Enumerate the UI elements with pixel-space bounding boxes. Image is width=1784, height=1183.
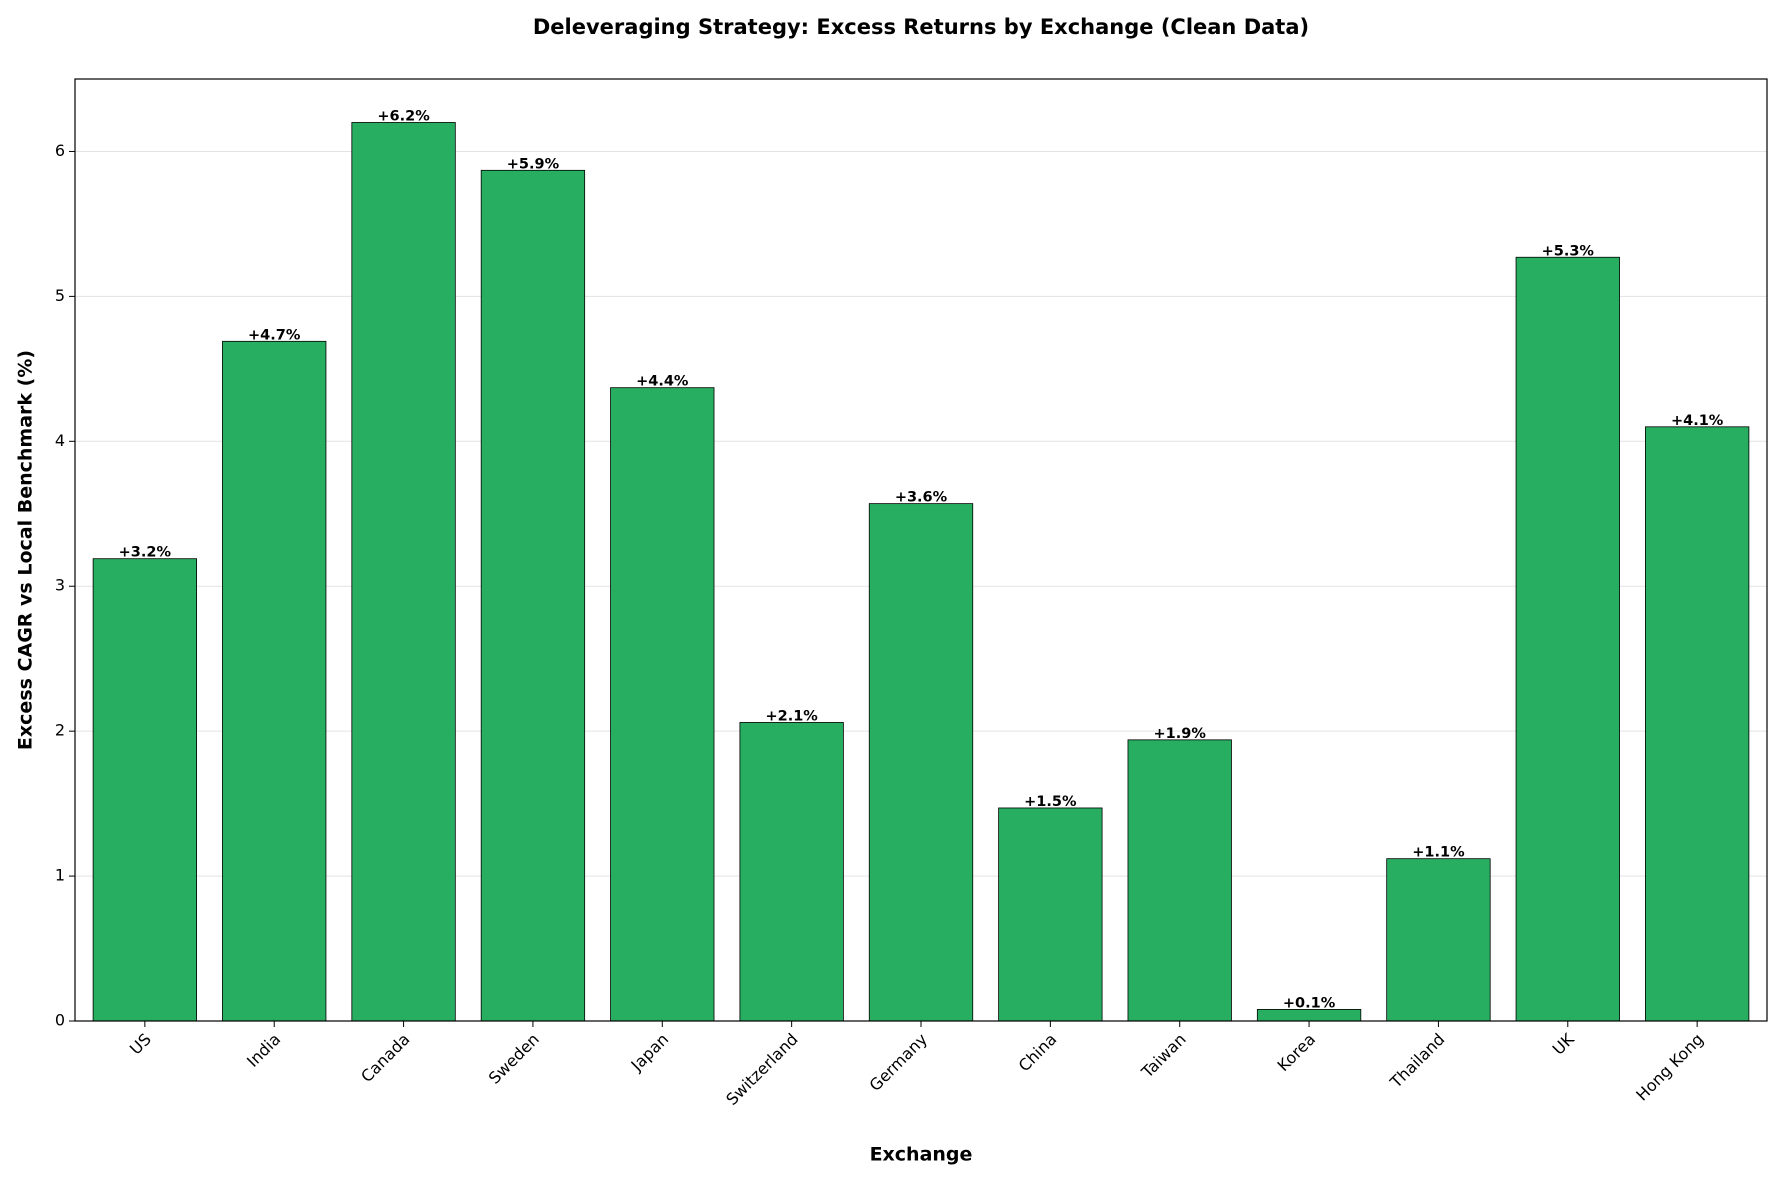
bar bbox=[739, 722, 844, 1022]
value-label: +4.7% bbox=[248, 327, 301, 343]
bar bbox=[1515, 256, 1620, 1022]
value-label: +0.1% bbox=[1283, 995, 1336, 1011]
y-axis-label: Excess CAGR vs Local Benchmark (%) bbox=[15, 350, 37, 750]
bar bbox=[1645, 426, 1750, 1022]
value-label: +5.3% bbox=[1542, 243, 1595, 259]
y-tick-label: 4 bbox=[55, 431, 65, 450]
chart-title: Deleveraging Strategy: Excess Returns by… bbox=[533, 15, 1309, 39]
value-label: +4.4% bbox=[636, 374, 689, 390]
value-label: +1.1% bbox=[1412, 845, 1465, 861]
bar bbox=[998, 807, 1103, 1022]
plot-frame bbox=[74, 78, 1768, 1022]
y-tick-label: 1 bbox=[55, 866, 65, 885]
y-tick-label: 3 bbox=[55, 576, 65, 595]
value-label: +6.2% bbox=[377, 108, 430, 124]
bar bbox=[1386, 858, 1491, 1022]
value-label: +5.9% bbox=[507, 156, 560, 172]
value-label: +1.9% bbox=[1154, 726, 1207, 742]
bar bbox=[868, 503, 974, 1022]
bar bbox=[480, 169, 586, 1022]
value-label: +3.2% bbox=[119, 545, 172, 561]
bar bbox=[351, 122, 456, 1022]
bar bbox=[92, 558, 197, 1022]
value-label: +4.1% bbox=[1671, 413, 1724, 429]
y-tick-label: 5 bbox=[55, 286, 65, 305]
bar bbox=[1127, 739, 1232, 1022]
x-axis-label: Exchange bbox=[870, 1144, 973, 1166]
value-label: +3.6% bbox=[895, 490, 948, 506]
y-tick-label: 0 bbox=[55, 1011, 65, 1030]
bar bbox=[222, 340, 327, 1022]
value-label: +2.1% bbox=[765, 708, 818, 724]
value-label: +1.5% bbox=[1024, 794, 1077, 810]
bar bbox=[610, 387, 715, 1022]
y-tick-label: 6 bbox=[55, 141, 65, 160]
y-tick-label: 2 bbox=[55, 721, 65, 740]
